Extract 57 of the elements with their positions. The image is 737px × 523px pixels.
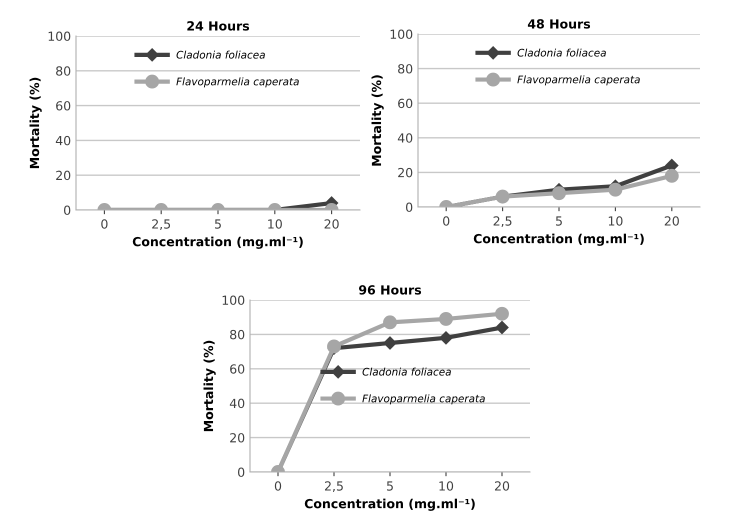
y-tick-label: 20 xyxy=(398,168,412,178)
legend-label: Flavoparmelia caperata xyxy=(362,394,485,404)
y-tick-label: 0 xyxy=(238,467,244,477)
x-tick-label: 0 xyxy=(274,481,282,491)
x-axis-title: Concentration (mg.ml⁻¹) xyxy=(474,234,644,246)
chart-title: 48 Hours xyxy=(528,19,590,29)
x-tick-label: 10 xyxy=(268,219,282,229)
chart-title: 24 Hours xyxy=(187,21,250,31)
x-tick-label: 2,5 xyxy=(324,481,343,492)
point xyxy=(664,168,679,183)
x-tick-label: 0 xyxy=(443,216,450,226)
point xyxy=(439,331,453,344)
point xyxy=(608,182,622,197)
x-tick-label: 5 xyxy=(556,216,562,226)
legend-label: Flavoparmelia caperata xyxy=(176,77,299,88)
y-tick-label: 0 xyxy=(64,205,70,215)
y-tick-label: 20 xyxy=(230,433,244,443)
chart-title: 96 Hours xyxy=(359,285,422,295)
y-tick-label: 80 xyxy=(230,330,244,340)
x-axis-title: Concentration (mg.ml⁻¹) xyxy=(132,236,303,249)
y-tick-label: 20 xyxy=(56,170,70,180)
y-tick-label: 100 xyxy=(390,29,412,39)
y-tick-label: 40 xyxy=(398,133,412,143)
x-tick-label: 5 xyxy=(214,219,221,229)
x-tick-label: 20 xyxy=(324,219,339,229)
y-tick-label: 100 xyxy=(222,295,244,305)
legend-label: Cladonia foliacea xyxy=(518,48,606,57)
y-tick-label: 40 xyxy=(56,136,70,146)
legend-label: Cladonia foliacea xyxy=(362,368,451,376)
y-tick-label: 60 xyxy=(230,364,244,374)
x-tick-label: 0 xyxy=(101,219,108,229)
point xyxy=(552,186,566,200)
y-axis-title: Mortality (%) xyxy=(30,78,42,168)
y-tick-label: 60 xyxy=(398,98,412,108)
y-tick-label: 80 xyxy=(398,64,412,74)
legend-label: Flavoparmelia caperata xyxy=(517,75,640,86)
y-tick-label: 60 xyxy=(56,101,70,111)
x-tick-label: 10 xyxy=(608,216,623,226)
point xyxy=(495,320,509,334)
x-tick-label: 5 xyxy=(386,481,393,491)
x-tick-label: 10 xyxy=(439,481,454,491)
y-axis-title: Mortality (%) xyxy=(372,75,384,166)
x-tick-label: 2,5 xyxy=(152,219,170,230)
point xyxy=(495,306,509,321)
y-axis-title: Mortality (%) xyxy=(204,340,216,432)
point xyxy=(439,312,453,326)
y-tick-label: 80 xyxy=(56,66,70,76)
y-tick-label: 100 xyxy=(48,31,70,41)
point xyxy=(383,336,397,350)
x-tick-label: 20 xyxy=(664,216,679,226)
y-tick-label: 0 xyxy=(406,202,412,212)
y-tick-label: 40 xyxy=(230,398,244,408)
legend-label: Cladonia foliacea xyxy=(176,50,265,59)
x-tick-label: 20 xyxy=(494,481,510,491)
point xyxy=(383,315,397,330)
x-axis-title: Concentration (mg.ml⁻¹) xyxy=(304,498,475,511)
x-tick-label: 2,5 xyxy=(494,216,512,227)
